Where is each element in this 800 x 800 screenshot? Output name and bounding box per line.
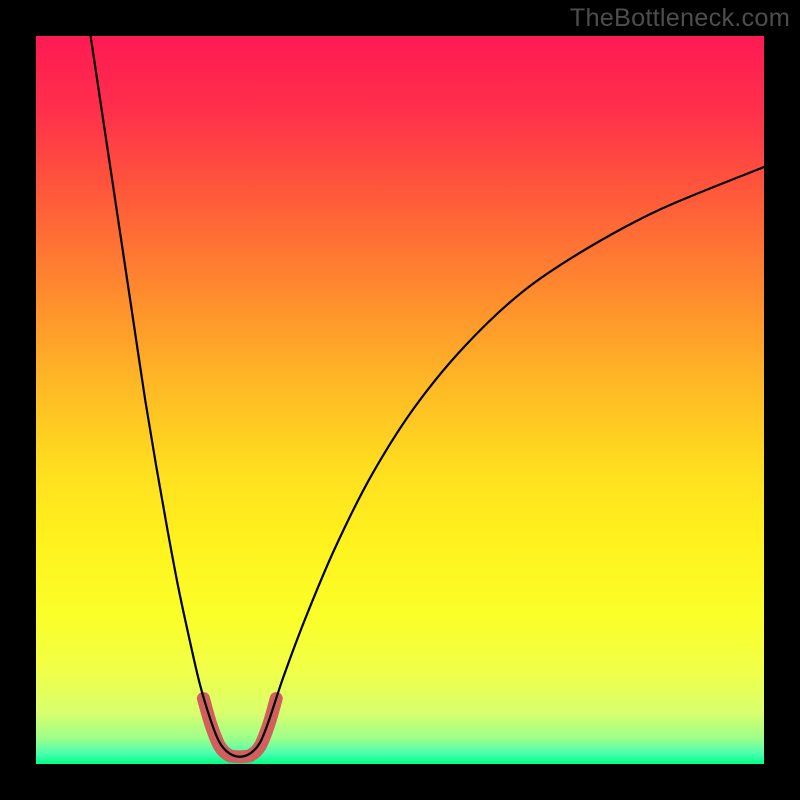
bottleneck-chart: [0, 0, 800, 800]
chart-frame: TheBottleneck.com: [0, 0, 800, 800]
